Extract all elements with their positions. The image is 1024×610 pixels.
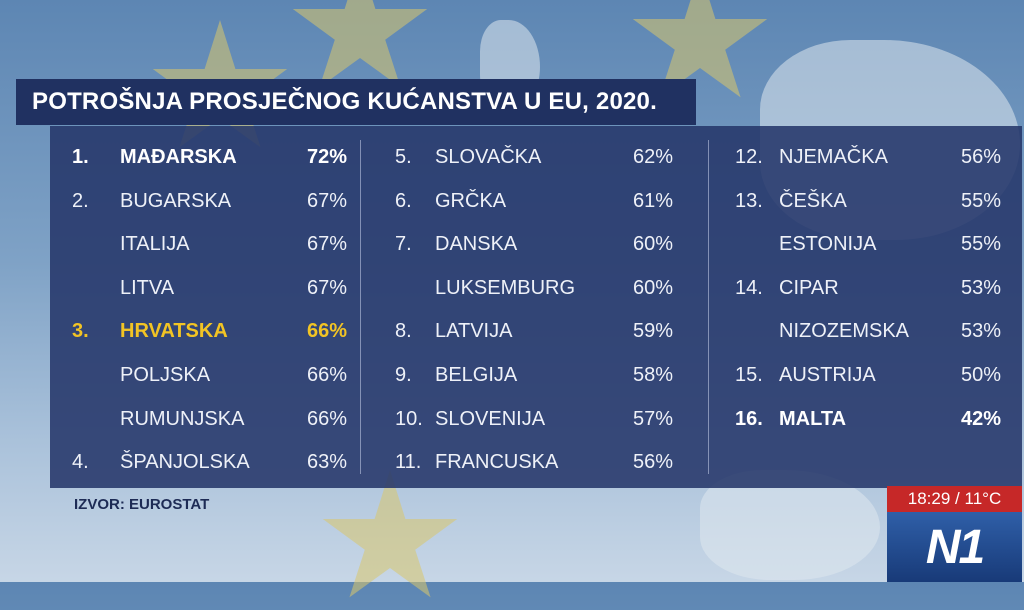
eu-star-decoration: [322, 470, 458, 598]
table-row: 13. ČEŠKA 55%: [735, 186, 1005, 216]
table-row: LITVA 67%: [72, 273, 352, 303]
table-row: 3. HRVATSKA 66%: [72, 316, 352, 346]
country-name: ČEŠKA: [779, 189, 847, 212]
column-divider: [360, 140, 361, 474]
table-row: LUKSEMBURG 60%: [395, 273, 680, 303]
percentage-value: 59%: [632, 320, 673, 343]
country-name: ESTONIJA: [779, 233, 877, 256]
table-row: 6. GRČKA 61%: [395, 186, 680, 216]
rank-number: 8.: [395, 320, 412, 343]
country-name: RUMUNJSKA: [120, 407, 245, 430]
percentage-value: 67%: [306, 189, 347, 212]
country-name: LATVIJA: [435, 320, 513, 343]
table-row: 4. ŠPANJOLSKA 63%: [72, 447, 352, 477]
percentage-value: 50%: [960, 364, 1001, 386]
table-row: 16. MALTA 42%: [735, 404, 1005, 434]
percentage-value: 56%: [632, 451, 673, 474]
percentage-value: 57%: [632, 407, 673, 430]
country-name: SLOVENIJA: [435, 407, 546, 430]
country-name: LUKSEMBURG: [435, 276, 576, 299]
country-name: AUSTRIJA: [779, 364, 876, 386]
rank-number: 13.: [735, 189, 763, 212]
percentage-value: 56%: [960, 146, 1001, 168]
country-name: NJEMAČKA: [779, 146, 888, 168]
percentage-value: 67%: [306, 233, 347, 256]
table-row: 9. BELGIJA 58%: [395, 360, 680, 390]
percentage-value: 60%: [632, 276, 673, 299]
table-row: POLJSKA 66%: [72, 360, 352, 390]
clock-badge: 18:29 / 11°C: [887, 486, 1022, 512]
rank-number: 15.: [735, 364, 763, 386]
country-name: ITALIJA: [120, 233, 190, 256]
column-divider: [708, 140, 709, 474]
table-row: 12. NJEMAČKA 56%: [735, 142, 1005, 172]
table-row: 15. AUSTRIJA 50%: [735, 360, 1005, 390]
country-name: NIZOZEMSKA: [779, 320, 910, 343]
table-row: 5. SLOVAČKA 62%: [395, 142, 680, 172]
percentage-value: 66%: [306, 364, 347, 386]
table-row: 7. DANSKA 60%: [395, 229, 680, 259]
percentage-value: 42%: [960, 407, 1001, 430]
rank-number: 4.: [72, 451, 89, 474]
rank-number: 14.: [735, 276, 763, 299]
table-row: 11. FRANCUSKA 56%: [395, 447, 680, 477]
table-row: ITALIJA 67%: [72, 229, 352, 259]
country-name: BUGARSKA: [120, 189, 232, 212]
rank-number: 7.: [395, 233, 412, 256]
percentage-value: 60%: [632, 233, 673, 256]
rank-number: 12.: [735, 146, 763, 168]
table-row: 1. MAĐARSKA 72%: [72, 142, 352, 172]
percentage-value: 66%: [306, 320, 347, 343]
rank-number: 9.: [395, 364, 412, 386]
n1-logo-text: N1: [925, 520, 985, 574]
page-title: POTROŠNJA PROSJEČNOG KUĆANSTVA U EU, 202…: [32, 88, 657, 115]
percentage-value: 58%: [632, 364, 673, 386]
percentage-value: 72%: [306, 146, 347, 168]
country-name: LITVA: [120, 276, 175, 299]
rank-number: 16.: [735, 407, 763, 430]
percentage-value: 53%: [960, 276, 1001, 299]
percentage-value: 53%: [960, 320, 1001, 343]
percentage-value: 62%: [632, 146, 673, 168]
country-name: HRVATSKA: [120, 320, 228, 343]
rank-number: 1.: [72, 146, 89, 168]
table-row: 14. CIPAR 53%: [735, 273, 1005, 303]
rank-number: 5.: [395, 146, 412, 168]
table-row: RUMUNJSKA 66%: [72, 404, 352, 434]
country-name: ŠPANJOLSKA: [120, 451, 250, 474]
europe-map-decoration: [700, 470, 880, 580]
n1-logo: N1: [887, 512, 1022, 582]
table-row: 2. BUGARSKA 67%: [72, 186, 352, 216]
table-row: ESTONIJA 55%: [735, 229, 1005, 259]
rank-number: 11.: [395, 451, 422, 474]
rank-number: 2.: [72, 189, 89, 212]
country-name: MAĐARSKA: [120, 146, 237, 168]
percentage-value: 61%: [632, 189, 673, 212]
percentage-value: 66%: [306, 407, 347, 430]
country-name: FRANCUSKA: [435, 451, 559, 474]
country-name: GRČKA: [435, 189, 507, 212]
table-row: NIZOZEMSKA 53%: [735, 316, 1005, 346]
percentage-value: 55%: [960, 189, 1001, 212]
rank-number: 10.: [395, 407, 423, 430]
percentage-value: 55%: [960, 233, 1001, 256]
clock-time: 18:29: [907, 489, 951, 508]
country-name: SLOVAČKA: [435, 146, 542, 168]
percentage-value: 63%: [306, 451, 347, 474]
rank-number: 6.: [395, 189, 412, 212]
title-bar: POTROŠNJA PROSJEČNOG KUĆANSTVA U EU, 202…: [16, 79, 696, 125]
country-name: POLJSKA: [120, 364, 211, 386]
source-label: IZVOR: EUROSTAT: [74, 496, 210, 513]
country-name: MALTA: [779, 407, 847, 430]
table-row: 10. SLOVENIJA 57%: [395, 404, 680, 434]
percentage-value: 67%: [306, 276, 347, 299]
data-table-panel: 1. MAĐARSKA 72% 2. BUGARSKA 67% ITALIJA 67% LITV…: [50, 126, 1022, 488]
country-name: DANSKA: [435, 233, 518, 256]
rank-number: 3.: [72, 320, 89, 343]
table-row: 8. LATVIJA 59%: [395, 316, 680, 346]
clock-separator: /: [955, 489, 960, 508]
temperature: 11°C: [964, 489, 1002, 508]
country-name: CIPAR: [779, 276, 839, 299]
country-name: BELGIJA: [435, 364, 518, 386]
